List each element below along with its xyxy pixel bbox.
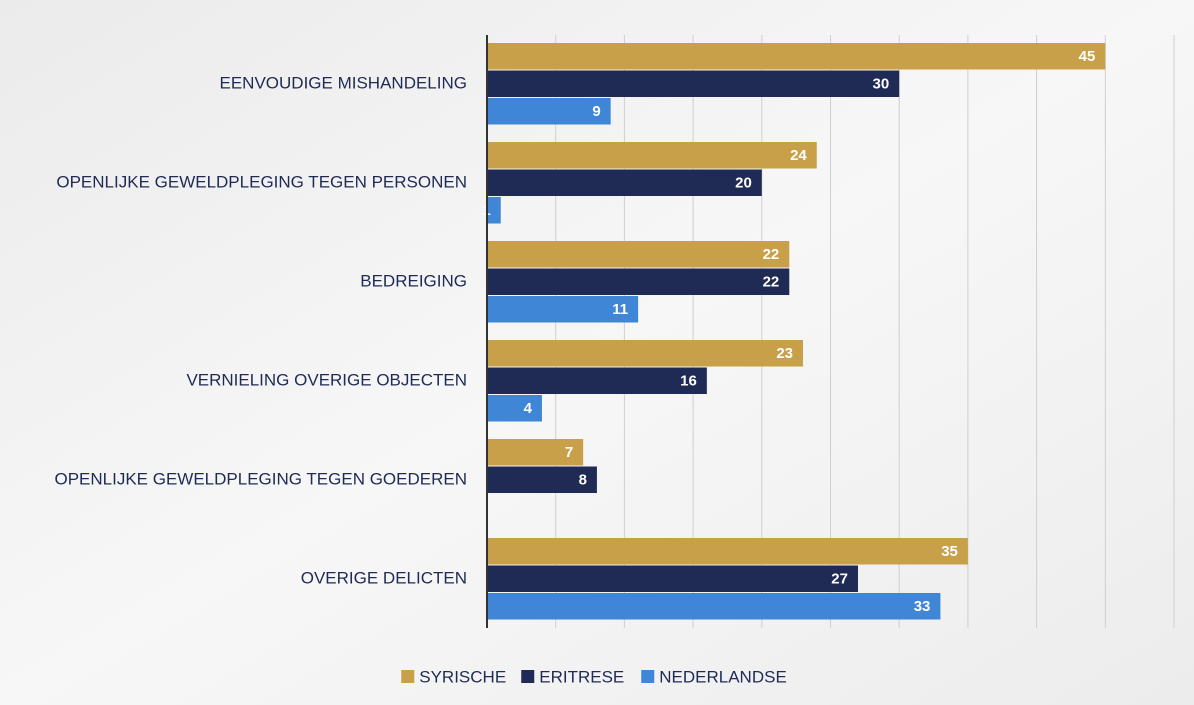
category-label: VERNIELING OVERIGE OBJECTEN: [186, 371, 467, 390]
value-label: 4: [524, 400, 533, 417]
bar: [487, 43, 1106, 70]
bar: [487, 538, 968, 565]
value-label: 8: [579, 472, 587, 489]
value-label: 30: [873, 76, 890, 93]
bar: [487, 439, 584, 466]
value-label: 35: [941, 543, 958, 560]
category-label: EENVOUDIGE MISHANDELING: [220, 74, 468, 93]
bar: [487, 268, 790, 295]
value-label: 45: [1079, 48, 1096, 65]
bar: [487, 98, 611, 125]
bar: [487, 70, 900, 97]
bar: [487, 466, 597, 493]
bar: [487, 340, 804, 367]
category-label: OVERIGE DELICTEN: [301, 569, 467, 588]
legend-label: NEDERLANDSE: [659, 667, 787, 686]
value-label: 24: [790, 147, 807, 164]
value-label: 9: [592, 103, 600, 120]
value-label: 33: [914, 598, 931, 615]
value-label: 11: [612, 301, 628, 318]
bar: [487, 241, 790, 268]
bar: [487, 142, 817, 169]
category-label: BEDREIGING: [360, 272, 467, 291]
value-label: 23: [776, 345, 793, 362]
value-label: 16: [680, 373, 697, 390]
legend-swatch: [401, 670, 415, 683]
bar: [487, 565, 858, 592]
value-label: 7: [565, 444, 573, 461]
category-label: OPENLIJKE GEWELDPLEGING TEGEN GOEDEREN: [54, 470, 467, 489]
legend-swatch: [641, 670, 655, 683]
bar: [487, 296, 639, 323]
bar: [487, 197, 501, 224]
value-label: 27: [831, 571, 848, 588]
legend-label: SYRISCHE: [419, 667, 506, 686]
value-label: 22: [763, 274, 780, 291]
legend-label: ERITRESE: [539, 667, 624, 686]
value-label: 22: [763, 246, 780, 263]
value-label: 20: [735, 175, 752, 192]
bar: [487, 169, 762, 196]
bar: [487, 395, 542, 422]
bar: [487, 593, 941, 620]
legend-swatch: [521, 670, 535, 683]
category-label: OPENLIJKE GEWELDPLEGING TEGEN PERSONEN: [56, 173, 467, 192]
bar: [487, 367, 707, 394]
